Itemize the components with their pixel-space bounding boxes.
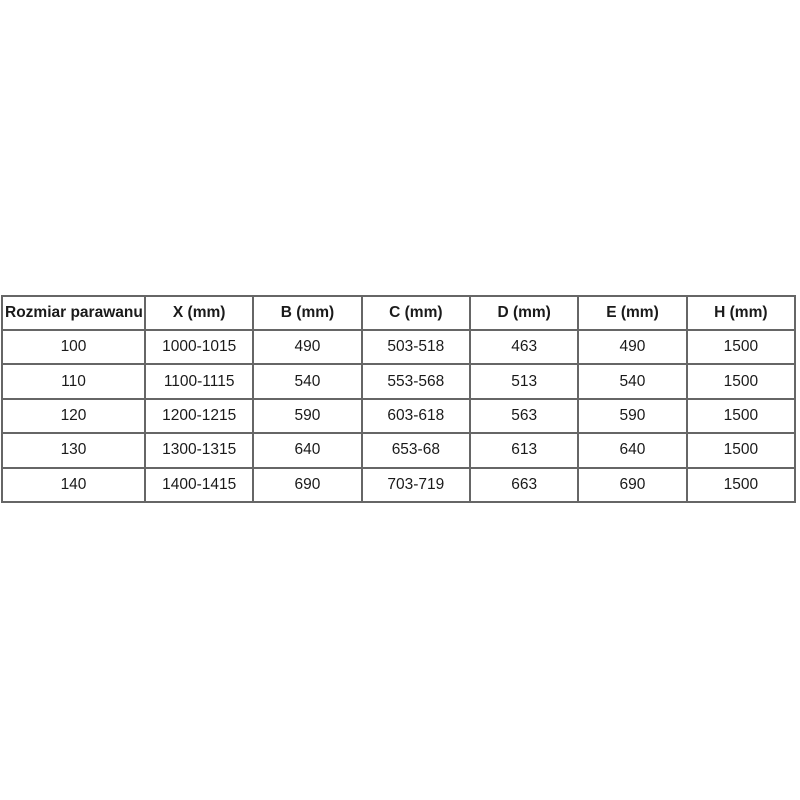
table-row: 140 1400-1415 690 703-719 663 690 1500: [1, 466, 797, 504]
table-cell: 1500: [685, 466, 797, 504]
table-row: 110 1100-1115 540 553-568 513 540 1500: [1, 363, 797, 400]
table-cell: 640: [252, 432, 363, 469]
table-cell: 490: [252, 328, 363, 366]
table-cell: 1200-1215: [143, 397, 255, 435]
table-cell: 1400-1415: [143, 466, 255, 504]
table-cell: 540: [252, 363, 363, 400]
table-row: 130 1300-1315 640 653-68 613 640 1500: [1, 432, 797, 469]
table-cell: 1500: [685, 432, 797, 469]
table-cell: 463: [468, 328, 580, 366]
table-cell: 590: [577, 397, 688, 435]
table-cell: 653-68: [360, 432, 471, 469]
table-cell: 690: [252, 466, 363, 504]
table-cell: 553-568: [360, 363, 471, 400]
table-cell: 540: [577, 363, 688, 400]
table-cell: 1100-1115: [143, 363, 255, 400]
table-cell: 563: [468, 397, 580, 435]
table-cell: 1500: [685, 397, 797, 435]
table-cell: 130: [1, 432, 146, 469]
table-cell: 663: [468, 466, 580, 504]
table-cell: 1500: [685, 363, 797, 400]
table-cell: 590: [252, 397, 363, 435]
table-cell: 100: [1, 328, 146, 366]
table-cell: 140: [1, 466, 146, 504]
column-header-c-mm: C (mm): [360, 295, 471, 331]
column-header-h-mm: H (mm): [685, 295, 797, 331]
table-header-row: Rozmiar parawanu X (mm) B (mm) C (mm) D …: [1, 295, 797, 331]
size-spec-table: Rozmiar parawanu X (mm) B (mm) C (mm) D …: [1, 295, 797, 504]
column-header-b-mm: B (mm): [252, 295, 363, 331]
table-cell: 690: [577, 466, 688, 504]
table-row: 120 1200-1215 590 603-618 563 590 1500: [1, 397, 797, 435]
column-header-x-mm: X (mm): [143, 295, 255, 331]
table-cell: 490: [577, 328, 688, 366]
column-header-rozmiar-parawanu: Rozmiar parawanu: [1, 295, 146, 331]
column-header-d-mm: D (mm): [468, 295, 580, 331]
column-header-e-mm: E (mm): [577, 295, 688, 331]
table-cell: 640: [577, 432, 688, 469]
table-cell: 503-518: [360, 328, 471, 366]
table-row: 100 1000-1015 490 503-518 463 490 1500: [1, 328, 797, 366]
table-cell: 110: [1, 363, 146, 400]
table-cell: 603-618: [360, 397, 471, 435]
table-cell: 613: [468, 432, 580, 469]
table-cell: 703-719: [360, 466, 471, 504]
table-cell: 513: [468, 363, 580, 400]
table-cell: 1000-1015: [143, 328, 255, 366]
table-cell: 1300-1315: [143, 432, 255, 469]
table-cell: 1500: [685, 328, 797, 366]
table-cell: 120: [1, 397, 146, 435]
